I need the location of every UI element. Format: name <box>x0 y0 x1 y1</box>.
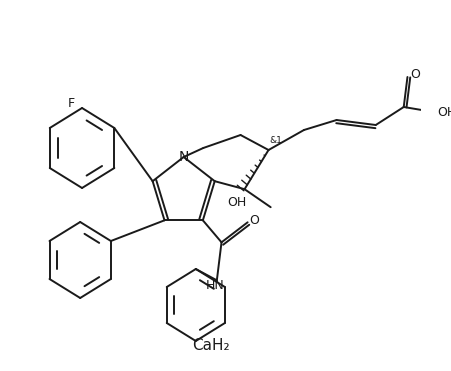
Text: N: N <box>178 150 189 164</box>
Text: HN: HN <box>205 279 224 292</box>
Text: O: O <box>409 68 419 81</box>
Text: CaH₂: CaH₂ <box>192 338 229 352</box>
Text: F: F <box>67 96 74 109</box>
Text: &1: &1 <box>269 135 282 144</box>
Text: OH: OH <box>227 196 246 209</box>
Text: OH: OH <box>436 105 451 118</box>
Text: O: O <box>249 214 258 227</box>
